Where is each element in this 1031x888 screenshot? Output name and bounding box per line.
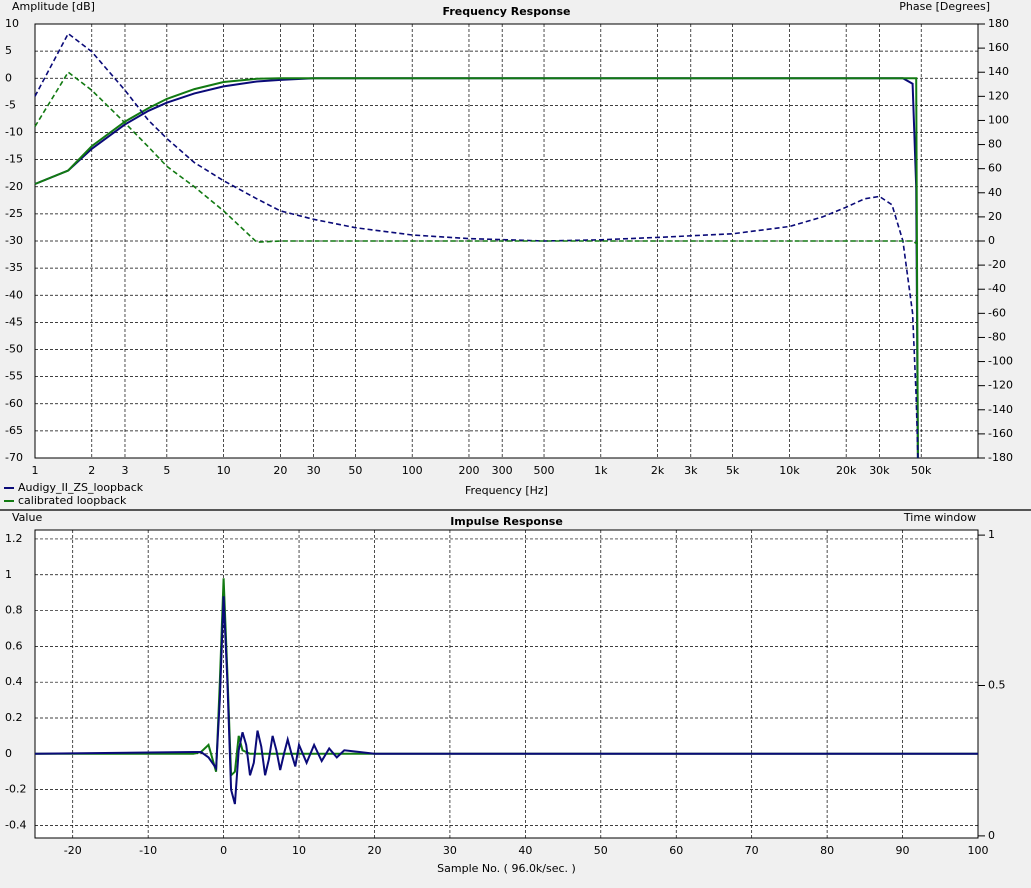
y2-tick-label: 100 <box>988 113 1009 126</box>
y-tick-label: -10 <box>5 126 23 139</box>
y-tick-label: 10 <box>5 17 19 30</box>
y-tick-label: -35 <box>5 261 23 274</box>
y-tick-label: 1.2 <box>5 532 23 545</box>
x-tick-label: 50 <box>348 464 362 477</box>
y-tick-label: -65 <box>5 424 23 437</box>
x-tick-label: 5 <box>163 464 170 477</box>
chart-title: Impulse Response <box>450 515 563 528</box>
x-tick-label: 50k <box>911 464 932 477</box>
x-tick-label: -20 <box>64 844 82 857</box>
y-tick-label: -30 <box>5 234 23 247</box>
y2-tick-label: -160 <box>988 427 1013 440</box>
x-tick-label: 2k <box>651 464 665 477</box>
x-tick-label: 60 <box>669 844 683 857</box>
x-tick-label: 100 <box>968 844 989 857</box>
y-tick-label: -70 <box>5 451 23 464</box>
y-tick-label: 0 <box>5 747 12 760</box>
series-line <box>34 32 919 459</box>
y2-tick-label: -80 <box>988 330 1006 343</box>
x-tick-label: 2 <box>88 464 95 477</box>
x-tick-label: 30k <box>869 464 890 477</box>
plot-area <box>34 529 979 839</box>
y-tick-label: 0.8 <box>5 604 23 617</box>
y2-tick-label: 20 <box>988 210 1002 223</box>
series-line <box>34 77 919 459</box>
x-axis-label: Frequency [Hz] <box>465 484 548 497</box>
y-axis-label: Amplitude [dB] <box>12 0 95 13</box>
y-tick-label: -60 <box>5 397 23 410</box>
y2-tick-label: 80 <box>988 138 1002 151</box>
y2-tick-label: -20 <box>988 258 1006 271</box>
y-tick-label: 5 <box>5 44 12 57</box>
y2-tick-label: 1 <box>988 528 995 541</box>
y-tick-label: -45 <box>5 315 23 328</box>
y-tick-label: -50 <box>5 343 23 356</box>
y-tick-label: 0 <box>5 71 12 84</box>
y2-tick-label: -180 <box>988 451 1013 464</box>
y-tick-label: 0.2 <box>5 711 23 724</box>
y2-tick-label: -120 <box>988 379 1013 392</box>
y-tick-label: -40 <box>5 288 23 301</box>
y-tick-label: 0.6 <box>5 639 23 652</box>
legend-label: calibrated loopback <box>18 494 127 507</box>
legend-label: Audigy_II_ZS_loopback <box>18 481 144 494</box>
y2-tick-label: 120 <box>988 89 1009 102</box>
y-tick-label: 1 <box>5 568 12 581</box>
y2-tick-label: 60 <box>988 162 1002 175</box>
y2-tick-label: 180 <box>988 17 1009 30</box>
y-tick-label: -15 <box>5 153 23 166</box>
y2-axis-label: Phase [Degrees] <box>899 0 990 13</box>
x-tick-label: 3k <box>684 464 698 477</box>
x-tick-label: 30 <box>307 464 321 477</box>
y-tick-label: -20 <box>5 180 23 193</box>
y2-tick-label: 0.5 <box>988 679 1006 692</box>
x-tick-label: 500 <box>534 464 555 477</box>
series-line <box>34 71 918 245</box>
x-tick-label: 300 <box>492 464 513 477</box>
x-tick-label: 3 <box>121 464 128 477</box>
x-tick-label: 80 <box>820 844 834 857</box>
series-line <box>35 578 978 778</box>
y2-tick-label: 160 <box>988 41 1009 54</box>
y-tick-label: -0.2 <box>5 783 26 796</box>
y2-tick-label: -40 <box>988 282 1006 295</box>
x-tick-label: 1k <box>594 464 608 477</box>
y-tick-label: -55 <box>5 370 23 383</box>
x-tick-label: 50 <box>594 844 608 857</box>
y2-tick-label: -100 <box>988 355 1013 368</box>
y2-tick-label: 140 <box>988 65 1009 78</box>
y2-tick-label: -60 <box>988 306 1006 319</box>
x-tick-label: 1 <box>32 464 39 477</box>
x-tick-label: 10k <box>779 464 800 477</box>
x-tick-label: 30 <box>443 844 457 857</box>
x-tick-label: 200 <box>458 464 479 477</box>
y-tick-label: -5 <box>5 98 16 111</box>
y2-tick-label: -140 <box>988 403 1013 416</box>
y2-tick-label: 0 <box>988 829 995 842</box>
x-tick-label: 0 <box>220 844 227 857</box>
x-axis-label: Sample No. ( 96.0k/sec. ) <box>437 862 576 875</box>
x-tick-label: 20k <box>836 464 857 477</box>
x-tick-label: 40 <box>518 844 532 857</box>
x-tick-label: 5k <box>726 464 740 477</box>
x-tick-label: 100 <box>402 464 423 477</box>
x-tick-label: 10 <box>217 464 231 477</box>
x-tick-label: 10 <box>292 844 306 857</box>
x-tick-label: 90 <box>896 844 910 857</box>
series-line <box>34 596 978 805</box>
y-tick-label: 0.4 <box>5 675 23 688</box>
y-tick-label: -0.4 <box>5 818 26 831</box>
x-tick-label: 70 <box>745 844 759 857</box>
x-tick-label: 20 <box>273 464 287 477</box>
y2-tick-label: 0 <box>988 234 995 247</box>
x-tick-label: -10 <box>139 844 157 857</box>
x-tick-label: 20 <box>367 844 381 857</box>
y-tick-label: -25 <box>5 207 23 220</box>
y2-tick-label: 40 <box>988 186 1002 199</box>
y-axis-label: Value <box>12 511 42 524</box>
y2-axis-label: Time window <box>903 511 976 524</box>
chart-title: Frequency Response <box>443 5 571 18</box>
